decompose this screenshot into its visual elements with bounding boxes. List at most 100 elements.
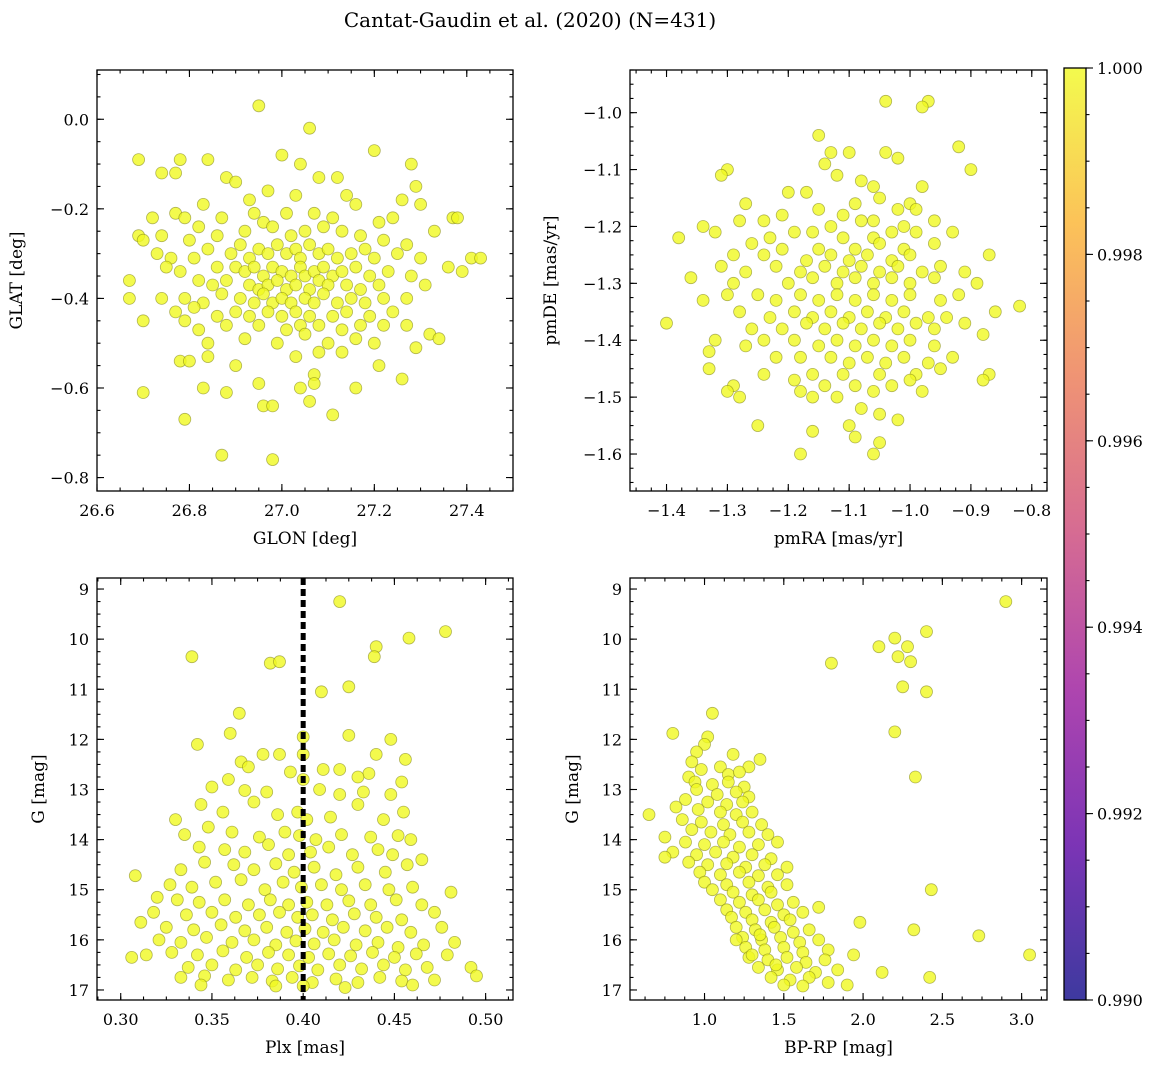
- y-tick-label: 13: [69, 781, 89, 800]
- y-tick-label: 12: [602, 730, 622, 749]
- scatter-point: [682, 855, 696, 869]
- scatter-point: [402, 631, 416, 645]
- scatter-point: [378, 865, 392, 879]
- scatter-point: [946, 350, 959, 364]
- y-tick-label: 9: [79, 580, 89, 599]
- scatter-point: [326, 309, 340, 323]
- scatter-point: [215, 211, 229, 225]
- scatter-point: [136, 386, 150, 399]
- scatter-point: [771, 868, 784, 882]
- scatter-point: [794, 447, 807, 461]
- x-tick-label: 27.4: [449, 501, 485, 520]
- scatter-point: [903, 333, 917, 347]
- scatter-point: [848, 271, 862, 285]
- scatter-point: [901, 640, 914, 654]
- scatter-point: [219, 318, 233, 332]
- scatter-point: [733, 214, 746, 228]
- scatter-point: [806, 225, 819, 239]
- scatter-point: [920, 685, 933, 699]
- x-tick-label: −1.0: [891, 501, 930, 520]
- scatter-point: [305, 908, 319, 922]
- scatter-point: [358, 242, 372, 256]
- scatter-point: [752, 893, 765, 907]
- scatter-point: [658, 830, 672, 844]
- x-tick-label: 0.30: [103, 1010, 139, 1029]
- scatter-point: [136, 233, 150, 247]
- scatter-point: [812, 202, 826, 216]
- scatter-point: [848, 430, 862, 444]
- x-tick-label: 2.5: [930, 1010, 955, 1029]
- scatter-point: [924, 883, 938, 897]
- scatter-point: [169, 305, 183, 319]
- scatter-point: [395, 775, 409, 789]
- scatter-point: [247, 863, 261, 877]
- scatter-point: [702, 362, 716, 376]
- scatter-point: [414, 197, 428, 211]
- scatter-point: [358, 878, 372, 892]
- scatter-point: [821, 976, 835, 989]
- scatter-point: [273, 655, 286, 669]
- scatter-point: [802, 971, 816, 984]
- scatter-point: [812, 339, 826, 353]
- y-tick-label: 16: [602, 931, 622, 950]
- scatter-point: [824, 146, 838, 159]
- scatter-point: [395, 974, 409, 988]
- scatter-point: [327, 933, 341, 947]
- scatter-point: [307, 860, 321, 874]
- scatter-point: [333, 788, 347, 801]
- scatter-point: [165, 946, 179, 959]
- scatter-point: [280, 323, 293, 337]
- scatter-point: [885, 339, 899, 353]
- scatter-point: [240, 951, 254, 964]
- scatter-point: [952, 288, 966, 302]
- scatter-point: [891, 259, 905, 273]
- scatter-point: [758, 858, 772, 872]
- scatter-point: [696, 220, 710, 233]
- scatter-point: [205, 780, 219, 794]
- x-tick-label: 2.0: [850, 1010, 875, 1029]
- scatter-point: [192, 840, 206, 854]
- scatter-point: [335, 828, 348, 841]
- scatter-point: [205, 905, 219, 919]
- scatter-point: [781, 185, 795, 199]
- scatter-point: [788, 333, 801, 347]
- scatter-point: [891, 202, 905, 216]
- scatter-point: [263, 893, 277, 907]
- scatter-point: [314, 878, 328, 892]
- scatter-point: [824, 305, 838, 319]
- scatter-point: [363, 269, 377, 283]
- scatter-point: [364, 898, 378, 912]
- x-tick-label: 27.2: [357, 501, 393, 520]
- scatter-point: [733, 840, 746, 854]
- scatter-point: [976, 328, 990, 341]
- scatter-point: [441, 260, 455, 274]
- scatter-point: [342, 729, 356, 742]
- scatter-point: [351, 976, 365, 989]
- scatter-point: [266, 399, 280, 413]
- y-tick-label: −0.6: [50, 379, 89, 398]
- scatter-point: [428, 973, 441, 987]
- scatter-point: [303, 238, 317, 252]
- scatter-point: [304, 845, 317, 859]
- scatter-point: [1013, 299, 1026, 313]
- y-tick-label: −1.3: [583, 274, 622, 293]
- scatter-point: [806, 367, 819, 381]
- scatter-point: [976, 373, 990, 387]
- scatter-point: [218, 893, 232, 907]
- scatter-point: [340, 188, 354, 202]
- scatter-point: [398, 753, 412, 766]
- scatter-point: [891, 151, 905, 165]
- scatter-point: [377, 318, 391, 332]
- scatter-point: [753, 753, 767, 766]
- scatter-point: [386, 211, 400, 225]
- x-axis-label: Plx [mas]: [265, 1038, 345, 1058]
- scatter-point: [312, 345, 326, 359]
- colorbar-tick-label: 1.000: [1097, 59, 1143, 78]
- scatter-point: [812, 242, 826, 256]
- scatter-point: [853, 915, 867, 929]
- scatter-point: [238, 332, 252, 346]
- scatter-point: [252, 318, 266, 332]
- scatter-point: [243, 309, 256, 323]
- scatter-point: [818, 157, 832, 171]
- scatter-point: [812, 933, 826, 947]
